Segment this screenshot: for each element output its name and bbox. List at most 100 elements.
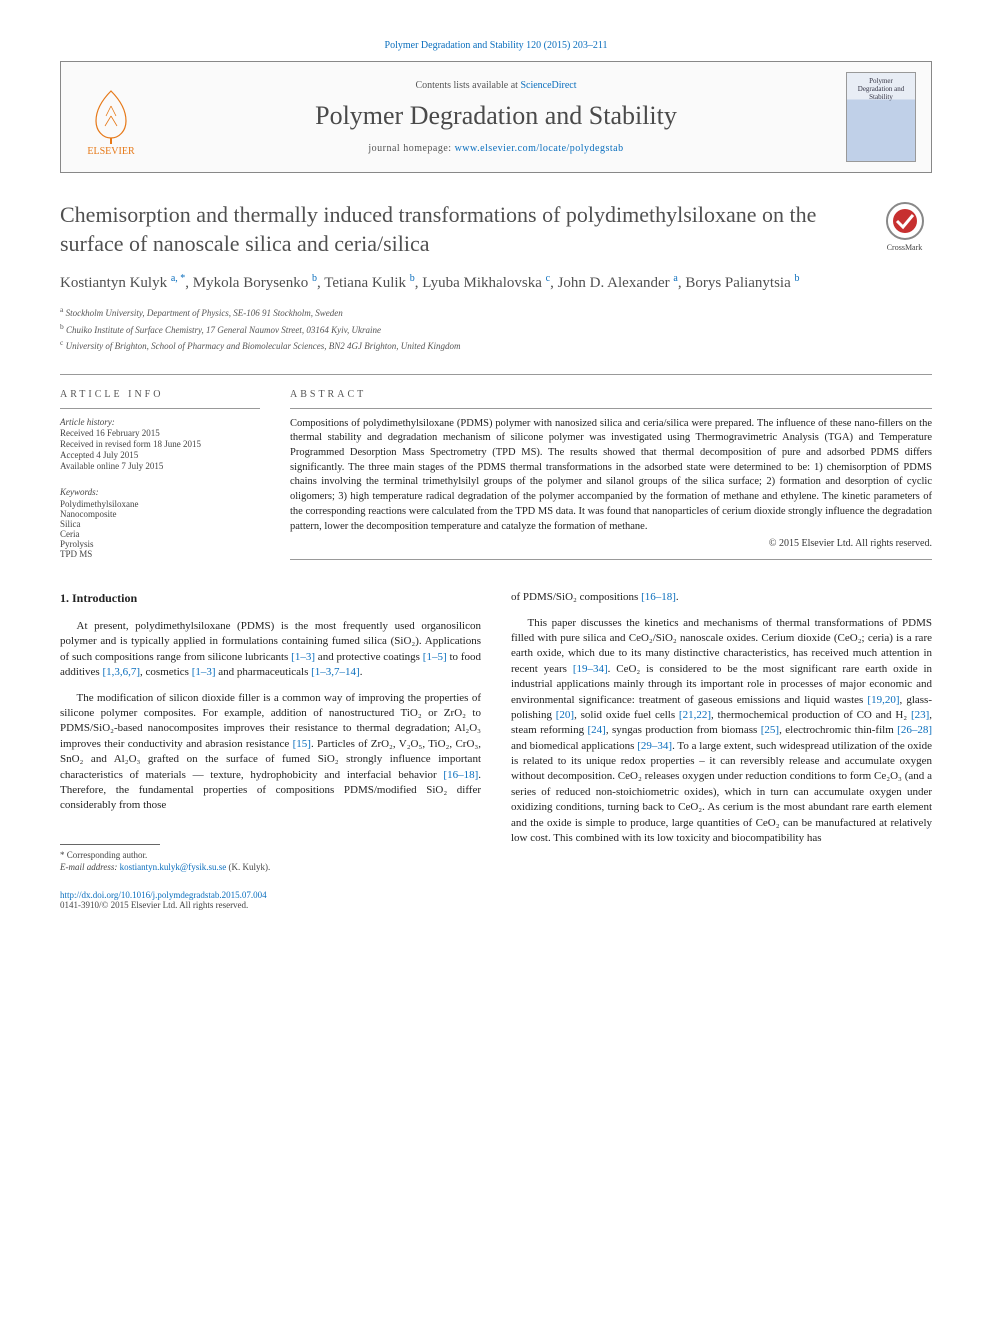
article-title: Chemisorption and thermally induced tran… <box>60 201 857 258</box>
keyword: Pyrolysis <box>60 539 260 549</box>
footnote-separator <box>60 844 160 845</box>
citation-ref[interactable]: [15] <box>293 738 311 750</box>
paragraph: At present, polydimethylsiloxane (PDMS) … <box>60 619 481 681</box>
contents-line: Contents lists available at ScienceDirec… <box>166 80 826 91</box>
date-received: Received 16 February 2015 <box>60 428 260 438</box>
date-revised: Received in revised form 18 June 2015 <box>60 439 260 449</box>
tree-icon <box>81 86 141 146</box>
article-history: Article history: Received 16 February 20… <box>60 409 260 471</box>
cover-title: Polymer Degradation and Stability <box>851 77 911 101</box>
keyword: TPD MS <box>60 549 260 559</box>
affiliation-c-text: University of Brighton, School of Pharma… <box>66 341 461 351</box>
sciencedirect-link[interactable]: ScienceDirect <box>520 80 576 91</box>
citation-ref[interactable]: [1–3] <box>192 666 216 678</box>
title-block: Chemisorption and thermally induced tran… <box>60 201 932 258</box>
abstract-copyright: © 2015 Elsevier Ltd. All rights reserved… <box>290 538 932 549</box>
divider-abs-bottom <box>290 559 932 560</box>
text-run: . <box>676 591 679 603</box>
abstract-col: ABSTRACT Compositions of polydimethylsil… <box>290 389 932 561</box>
text-run: , cosmetics <box>140 666 192 678</box>
citation-ref[interactable]: [23] <box>911 709 929 721</box>
affiliations: a Stockholm University, Department of Ph… <box>60 304 932 354</box>
article-info-col: ARTICLE INFO Article history: Received 1… <box>60 389 260 561</box>
affiliation-b-text: Chuiko Institute of Surface Chemistry, 1… <box>66 325 381 335</box>
meta-abstract-row: ARTICLE INFO Article history: Received 1… <box>60 375 932 561</box>
crossmark-label: CrossMark <box>877 243 932 252</box>
text-run: and pharmaceuticals <box>216 666 312 678</box>
section-title: Introduction <box>72 591 137 605</box>
keyword: Silica <box>60 519 260 529</box>
contents-prefix: Contents lists available at <box>415 80 520 91</box>
journal-header: ELSEVIER Contents lists available at Sci… <box>60 61 932 173</box>
citation-ref[interactable]: [1,3,6,7] <box>102 666 140 678</box>
keyword: Polydimethylsiloxane <box>60 499 260 509</box>
text-run: . <box>360 666 363 678</box>
citation-ref[interactable]: [25] <box>761 724 779 736</box>
issn-copyright: 0141-3910/© 2015 Elsevier Ltd. All right… <box>60 900 932 910</box>
publisher-name: ELSEVIER <box>87 146 134 157</box>
affiliation-a-text: Stockholm University, Department of Phys… <box>66 308 343 318</box>
homepage-prefix: journal homepage: <box>368 143 454 154</box>
text-run: , solid oxide fuel cells <box>574 709 679 721</box>
paragraph: This paper discusses the kinetics and me… <box>511 616 932 847</box>
elsevier-logo: ELSEVIER <box>76 77 146 157</box>
header-center: Contents lists available at ScienceDirec… <box>166 80 826 154</box>
homepage-link[interactable]: www.elsevier.com/locate/polydegstab <box>455 143 624 154</box>
column-left: 1. Introduction At present, polydimethyl… <box>60 590 481 874</box>
journal-name: Polymer Degradation and Stability <box>166 101 826 131</box>
citation-ref[interactable]: [20] <box>556 709 574 721</box>
citation-ref[interactable]: [19–34] <box>573 663 608 675</box>
section-number: 1. <box>60 591 69 605</box>
keyword: Nanocomposite <box>60 509 260 519</box>
email-label: E-mail address: <box>60 862 120 872</box>
journal-cover-thumb: Polymer Degradation and Stability <box>846 72 916 162</box>
corr-email-name: (K. Kulyk). <box>226 862 270 872</box>
affiliation-a: a Stockholm University, Department of Ph… <box>60 304 932 321</box>
text-run: and biomedical applications <box>511 740 637 752</box>
text-run: of PDMS/SiO₂ compositions <box>511 591 641 603</box>
citation-ref[interactable]: [1–3] <box>291 651 315 663</box>
text-run: , thermochemical production of CO and H₂ <box>711 709 911 721</box>
article-info-heading: ARTICLE INFO <box>60 389 260 400</box>
paragraph: of PDMS/SiO₂ compositions [16–18]. <box>511 590 932 605</box>
corr-email-link[interactable]: kostiantyn.kulyk@fysik.su.se <box>120 862 227 872</box>
keyword: Ceria <box>60 529 260 539</box>
top-citation: Polymer Degradation and Stability 120 (2… <box>60 40 932 51</box>
citation-ref[interactable]: [24] <box>588 724 606 736</box>
corr-email-line: E-mail address: kostiantyn.kulyk@fysik.s… <box>60 861 481 874</box>
section-heading: 1. Introduction <box>60 590 481 607</box>
text-run: . To a large extent, such widespread uti… <box>511 740 932 844</box>
citation-ref[interactable]: [1–5] <box>423 651 447 663</box>
corresponding-author: * Corresponding author. E-mail address: … <box>60 849 481 874</box>
keywords-label: Keywords: <box>60 487 260 497</box>
doi-link[interactable]: http://dx.doi.org/10.1016/j.polymdegrads… <box>60 890 267 900</box>
text-run: , electrochromic thin-film <box>779 724 897 736</box>
date-online: Available online 7 July 2015 <box>60 461 260 471</box>
doi-block: http://dx.doi.org/10.1016/j.polymdegrads… <box>60 890 932 910</box>
paragraph: The modification of silicon dioxide fill… <box>60 691 481 814</box>
affiliation-b: b Chuiko Institute of Surface Chemistry,… <box>60 321 932 338</box>
history-label: Article history: <box>60 417 260 427</box>
citation-ref[interactable]: [21,22] <box>679 709 711 721</box>
text-run: , syngas production from biomass <box>606 724 761 736</box>
author-list: Kostiantyn Kulyk a, *, Mykola Borysenko … <box>60 272 932 294</box>
date-accepted: Accepted 4 July 2015 <box>60 450 260 460</box>
text-run: and protective coatings <box>315 651 423 663</box>
citation-ref[interactable]: [16–18] <box>443 769 478 781</box>
keywords-block: Keywords: Polydimethylsiloxane Nanocompo… <box>60 487 260 559</box>
corr-star: * Corresponding author. <box>60 849 481 862</box>
citation-ref[interactable]: [19,20] <box>867 694 899 706</box>
citation-ref[interactable]: [29–34] <box>637 740 672 752</box>
citation-ref[interactable]: [26–28] <box>897 724 932 736</box>
crossmark-icon <box>885 201 925 241</box>
affiliation-c: c University of Brighton, School of Phar… <box>60 337 932 354</box>
abstract-heading: ABSTRACT <box>290 389 932 400</box>
crossmark-badge[interactable]: CrossMark <box>877 201 932 252</box>
body-columns: 1. Introduction At present, polydimethyl… <box>60 590 932 874</box>
citation-ref[interactable]: [16–18] <box>641 591 676 603</box>
homepage-line: journal homepage: www.elsevier.com/locat… <box>166 143 826 154</box>
column-right: of PDMS/SiO₂ compositions [16–18]. This … <box>511 590 932 874</box>
page-root: Polymer Degradation and Stability 120 (2… <box>0 0 992 940</box>
citation-ref[interactable]: [1–3,7–14] <box>311 666 360 678</box>
abstract-text: Compositions of polydimethylsiloxane (PD… <box>290 409 932 535</box>
